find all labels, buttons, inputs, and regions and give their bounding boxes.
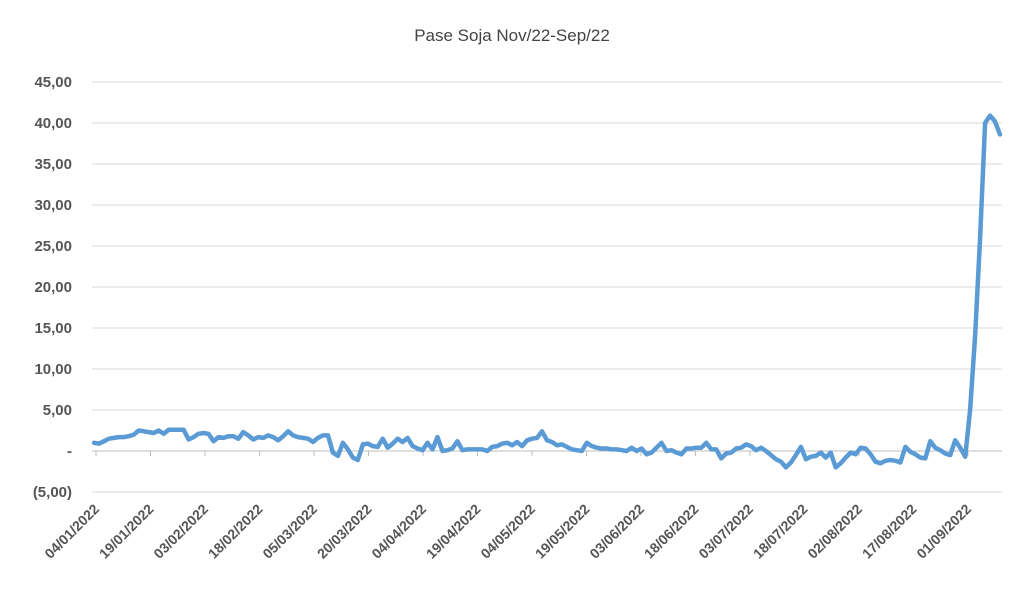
x-tick-label: 03/07/2022 <box>695 501 756 562</box>
x-tick-label: 18/06/2022 <box>641 501 702 562</box>
x-tick-label: 04/04/2022 <box>368 501 429 562</box>
x-tick-label: 04/01/2022 <box>41 501 102 562</box>
y-tick-label: 45,00 <box>34 74 72 91</box>
x-tick-label: 03/06/2022 <box>586 501 647 562</box>
y-tick-label: 10,00 <box>34 361 72 378</box>
x-tick-label: 19/04/2022 <box>423 501 484 562</box>
x-tick-label: 05/03/2022 <box>259 501 320 562</box>
series-line <box>91 113 1003 470</box>
y-tick-label: 35,00 <box>34 156 72 173</box>
x-tick-label: 03/02/2022 <box>150 501 211 562</box>
y-axis-tick-labels: 45,00 40,00 35,00 30,00 25,00 20,00 15,00 10,00… <box>33 74 72 501</box>
x-tick-label: 02/08/2022 <box>804 501 865 562</box>
gridlines <box>92 81 1002 493</box>
y-tick-label: (5,00) <box>33 484 72 501</box>
y-tick-label: 15,00 <box>34 320 72 337</box>
x-tick-label: 04/05/2022 <box>477 501 538 562</box>
series-layer <box>91 113 1003 470</box>
y-tick-label: 25,00 <box>34 238 72 255</box>
y-tick-label: 40,00 <box>34 115 72 132</box>
y-tick-label: - <box>67 443 72 460</box>
y-tick-label: 30,00 <box>34 197 72 214</box>
x-tick-label: 20/03/2022 <box>314 501 375 562</box>
x-tick-label: 18/07/2022 <box>750 501 811 562</box>
x-tick-label: 17/08/2022 <box>859 501 920 562</box>
y-tick-label: 5,00 <box>43 402 72 419</box>
x-axis-tick-labels: 04/01/202219/01/202203/02/202218/02/2022… <box>41 501 974 562</box>
x-tick-label: 19/05/2022 <box>532 501 593 562</box>
y-tick-label: 20,00 <box>34 279 72 296</box>
x-tick-label: 18/02/2022 <box>205 501 266 562</box>
x-tick-label: 19/01/2022 <box>96 501 157 562</box>
x-tick-label: 01/09/2022 <box>913 501 974 562</box>
chart-title: Pase Soja Nov/22-Sep/22 <box>414 26 610 45</box>
